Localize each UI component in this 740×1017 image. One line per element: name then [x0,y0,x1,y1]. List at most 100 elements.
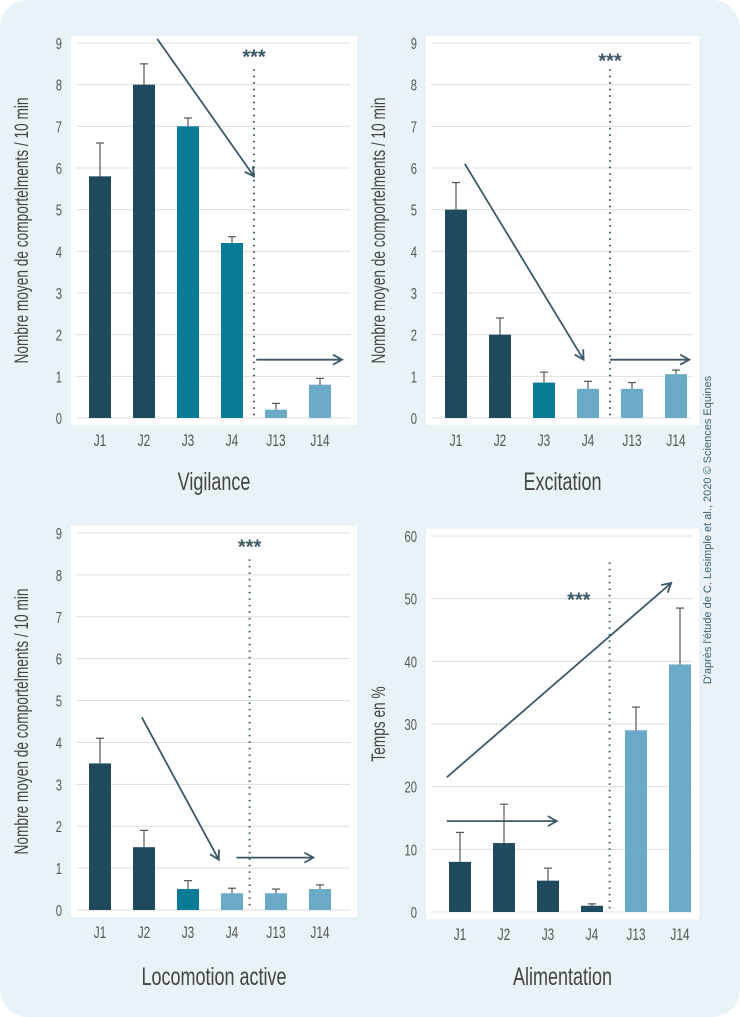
x-tick-label: J2 [138,432,151,451]
y-tick-label: 2 [56,817,62,836]
x-tick-label: J13 [626,926,645,945]
y-tick-label: 0 [411,903,417,922]
x-tick-label: J3 [538,432,551,451]
bar-J1 [449,861,471,912]
bar-J14 [669,664,691,912]
x-tick-label: J14 [310,432,329,451]
y-tick-label: 8 [411,76,417,95]
x-tick-label: J13 [266,432,285,451]
y-tick-label: 9 [56,34,62,53]
y-axis-label: Nombre moyen de comportelments / 10 min [368,98,390,364]
y-tick-label: 4 [56,242,62,261]
x-tick-label: J1 [454,926,467,945]
bar-J1 [89,763,111,910]
bar-J1 [445,209,467,418]
x-tick-label: J1 [94,924,107,943]
plot-area [69,34,359,427]
y-tick-label: 6 [56,159,62,178]
bar-J3 [177,126,199,418]
bar-J13 [265,893,287,910]
y-tick-label: 50 [405,590,418,609]
bar-J4 [577,388,599,418]
x-tick-label: J4 [582,432,595,451]
y-tick-label: 3 [56,775,62,794]
x-tick-label: J2 [498,926,511,945]
y-tick-label: 7 [411,117,417,136]
y-tick-label: 9 [411,34,417,53]
y-tick-label: 5 [56,201,62,220]
bar-J14 [665,374,687,418]
y-tick-label: 0 [56,901,62,920]
bar-J3 [177,889,199,910]
trend-arrow [446,581,673,778]
chart-title: Locomotion active [142,962,287,991]
y-tick-label: 3 [56,284,62,303]
x-tick-label: J4 [586,926,599,945]
y-tick-label: 1 [411,367,417,386]
bar-J4 [221,243,243,418]
y-axis-label: Nombre moyen de comportelments / 10 min [11,589,33,855]
plot-area [69,524,359,919]
chart-title: Alimentation [513,962,612,991]
y-tick-label: 20 [405,778,418,797]
x-tick-label: J14 [666,432,685,451]
chart-locomotion-active: 0 1 2 3 4 5 6 7 8 9 J1 J2 J3 J4 J13 J14 *** Nombre moyen … [11,524,359,991]
bar-J2 [493,843,515,912]
bar-J14 [309,384,331,418]
y-tick-label: 1 [56,367,62,386]
bar-J4 [221,893,243,910]
credit-text: D'après l'étude de C. Lesimple et al., 2… [702,375,714,685]
x-tick-label: J4 [226,924,239,943]
y-tick-label: 4 [56,733,62,752]
x-tick-label: J13 [266,924,285,943]
trend-arrow [141,716,220,862]
bar-J2 [133,84,155,419]
bar-J3 [533,382,555,418]
y-tick-label: 3 [411,284,417,303]
x-tick-label: J1 [94,432,107,451]
bar-J3 [537,880,559,912]
significance-stars: *** [238,537,262,559]
chart-title: Excitation [524,467,602,496]
y-tick-label: 0 [411,409,417,428]
y-tick-label: 2 [56,326,62,345]
y-tick-label: 5 [411,201,417,220]
bar-J14 [309,889,331,910]
x-tick-label: J4 [226,432,239,451]
y-axis-label: Temps en % [368,686,390,761]
y-axis-label: Nombre moyen de comportelments / 10 min [11,98,33,364]
bar-J2 [489,334,511,418]
x-tick-label: J2 [494,432,507,451]
bar-J13 [625,730,647,912]
bar-J1 [89,176,111,418]
bar-J2 [133,847,155,910]
y-tick-label: 6 [56,650,62,669]
y-tick-label: 5 [56,691,62,710]
plot-area [424,34,701,427]
x-tick-label: J2 [138,924,151,943]
y-tick-label: 8 [56,76,62,95]
y-tick-label: 9 [56,524,62,543]
chart-title: Vigilance [178,467,251,496]
bar-J4 [581,905,603,912]
y-tick-label: 0 [56,409,62,428]
trend-arrow [156,38,256,178]
x-tick-label: J13 [622,432,641,451]
significance-stars: *** [598,51,622,73]
y-tick-label: 7 [56,608,62,627]
y-tick-label: 10 [405,840,418,859]
y-tick-label: 40 [405,652,418,671]
bar-J13 [621,388,643,418]
y-tick-label: 6 [411,159,417,178]
y-tick-label: 4 [411,242,417,261]
y-tick-label: 1 [56,859,62,878]
significance-stars: *** [567,590,591,612]
y-tick-label: 8 [56,566,62,585]
y-tick-label: 7 [56,117,62,136]
x-tick-label: J14 [670,926,689,945]
y-tick-label: 2 [411,326,417,345]
x-tick-label: J1 [450,432,463,451]
y-tick-label: 60 [405,527,418,546]
significance-stars: *** [242,47,266,69]
